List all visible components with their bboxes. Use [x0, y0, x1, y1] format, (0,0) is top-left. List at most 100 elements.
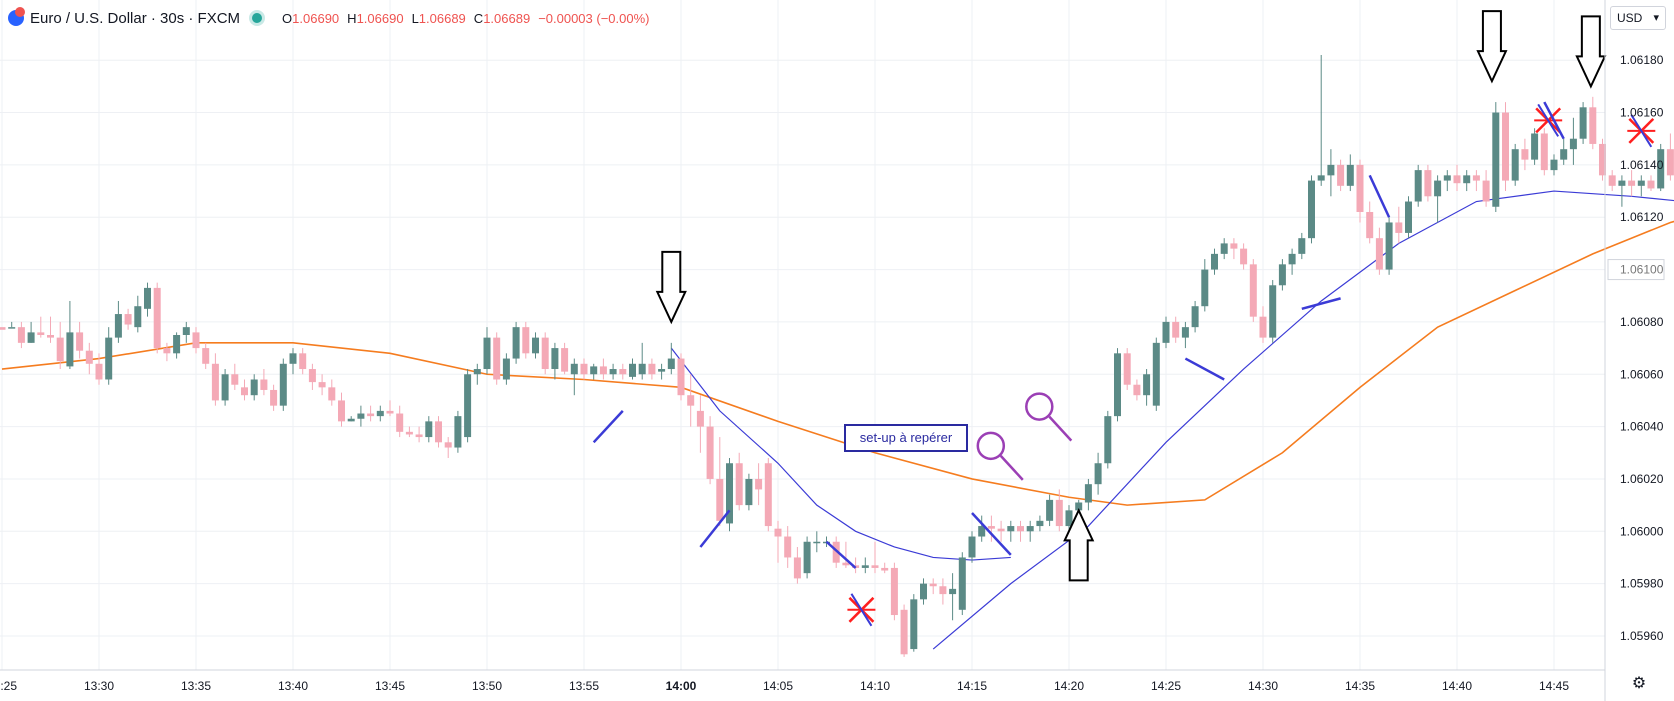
candle-body — [1560, 149, 1568, 160]
candle-body — [1152, 342, 1160, 406]
candle-body — [1356, 164, 1364, 212]
ohlc-label-open: O — [282, 10, 293, 26]
candle-body — [502, 358, 510, 380]
candle-body — [861, 565, 869, 568]
candle-body — [357, 413, 365, 419]
candle-body — [629, 363, 636, 377]
candle-body — [47, 335, 54, 338]
trend-tick — [1368, 174, 1391, 218]
x-tick-label: 13:35 — [181, 679, 211, 693]
candle-body — [1618, 180, 1626, 186]
candle-body — [658, 369, 666, 372]
candle-body — [1055, 499, 1063, 527]
candle-body — [920, 583, 927, 600]
setup-annotation[interactable]: set-up à repérer — [844, 424, 968, 452]
symbol-title[interactable]: Euro / U.S. Dollar · 30s · FXCM — [30, 9, 241, 27]
ohlc-label-low: L — [411, 10, 419, 26]
candle-body — [512, 327, 520, 359]
candle-body — [1143, 374, 1151, 396]
market-status-dot[interactable] — [252, 13, 263, 23]
arrow-down-marker — [1476, 10, 1508, 84]
candle-body — [182, 327, 190, 335]
y-tick-label: 1.06060 — [1620, 367, 1664, 381]
candle-body — [250, 379, 258, 396]
y-tick-label: 1.06140 — [1620, 158, 1664, 172]
candle-body — [958, 557, 966, 610]
currency-select[interactable]: USD — [1610, 6, 1666, 30]
x-tick-label: 14:30 — [1248, 679, 1278, 693]
candle-body — [1240, 248, 1248, 265]
candle-body — [735, 463, 743, 506]
ohlc-values: O1.06690 H1.06690 L1.06689 C1.06689 −0.0… — [282, 11, 649, 26]
candle-body — [774, 528, 782, 537]
candle-body — [1007, 526, 1015, 532]
candle-body — [1094, 463, 1102, 485]
candle-body — [211, 363, 219, 401]
candle-body — [997, 528, 1005, 532]
candle-body — [386, 410, 394, 414]
settings-gear-icon[interactable]: ⚙ — [1631, 675, 1647, 692]
candle-body — [1502, 112, 1509, 181]
y-tick-label: 1.05980 — [1620, 577, 1664, 591]
candle-body — [173, 335, 181, 354]
candle-body — [396, 413, 404, 432]
trend-tick — [1543, 101, 1565, 140]
candle-body — [949, 588, 957, 595]
ohlc-label-high: H — [347, 10, 357, 26]
x-tick-label: 14:20 — [1054, 679, 1084, 693]
candle-body — [1220, 243, 1228, 254]
candle-body — [1647, 180, 1655, 189]
candle-body — [1414, 170, 1422, 202]
candle-body — [1104, 416, 1112, 464]
candle-body — [1259, 316, 1267, 338]
candle-body — [1084, 484, 1092, 503]
candle-body — [1511, 149, 1519, 181]
candle-body — [1443, 175, 1451, 181]
y-tick-label: 1.06160 — [1620, 106, 1664, 120]
cross-trendline — [1630, 114, 1653, 148]
candle-body — [1521, 149, 1529, 160]
candle-body — [1434, 180, 1442, 197]
candle-body — [1191, 306, 1199, 328]
y-tick-label: 1.06180 — [1620, 53, 1664, 67]
candle-body — [260, 379, 268, 390]
x-tick-label: 13:45 — [375, 679, 405, 693]
candle-body — [1540, 133, 1548, 171]
candle-body — [551, 348, 559, 370]
ohlc-change: −0.00003 (−0.00%) — [538, 10, 650, 26]
candle-body — [347, 418, 355, 422]
candle-body — [56, 337, 64, 362]
candle-body — [687, 395, 695, 406]
candle-body — [1405, 201, 1412, 233]
candle-body — [1637, 180, 1645, 186]
candle-body — [1075, 502, 1083, 511]
candle-body — [1327, 164, 1335, 176]
candle-body — [1492, 112, 1500, 207]
candle-body — [405, 431, 413, 435]
candle-body — [85, 350, 93, 364]
candle-body — [900, 609, 908, 655]
candle-body — [580, 363, 588, 375]
candle-body — [493, 337, 501, 380]
candle-body — [696, 410, 704, 427]
candle-body — [716, 478, 724, 521]
candle-body — [163, 348, 171, 354]
circle-marker — [1025, 392, 1054, 421]
candle-body — [1589, 107, 1597, 144]
candle-body — [66, 332, 74, 367]
series-line-0 — [1, 220, 1674, 506]
symbol-flag-icon — [8, 7, 25, 26]
circle-pointer — [1048, 415, 1073, 442]
x-tick-label: 14:40 — [1442, 679, 1472, 693]
candle-body — [784, 536, 792, 558]
candle-body — [570, 363, 578, 375]
series-line-1 — [670, 347, 1011, 561]
candle-body — [590, 366, 598, 375]
candle-body — [318, 382, 326, 388]
candle-body — [124, 314, 132, 325]
candle-body — [1036, 520, 1044, 527]
candle-body — [376, 410, 384, 417]
candle-body — [192, 332, 200, 349]
